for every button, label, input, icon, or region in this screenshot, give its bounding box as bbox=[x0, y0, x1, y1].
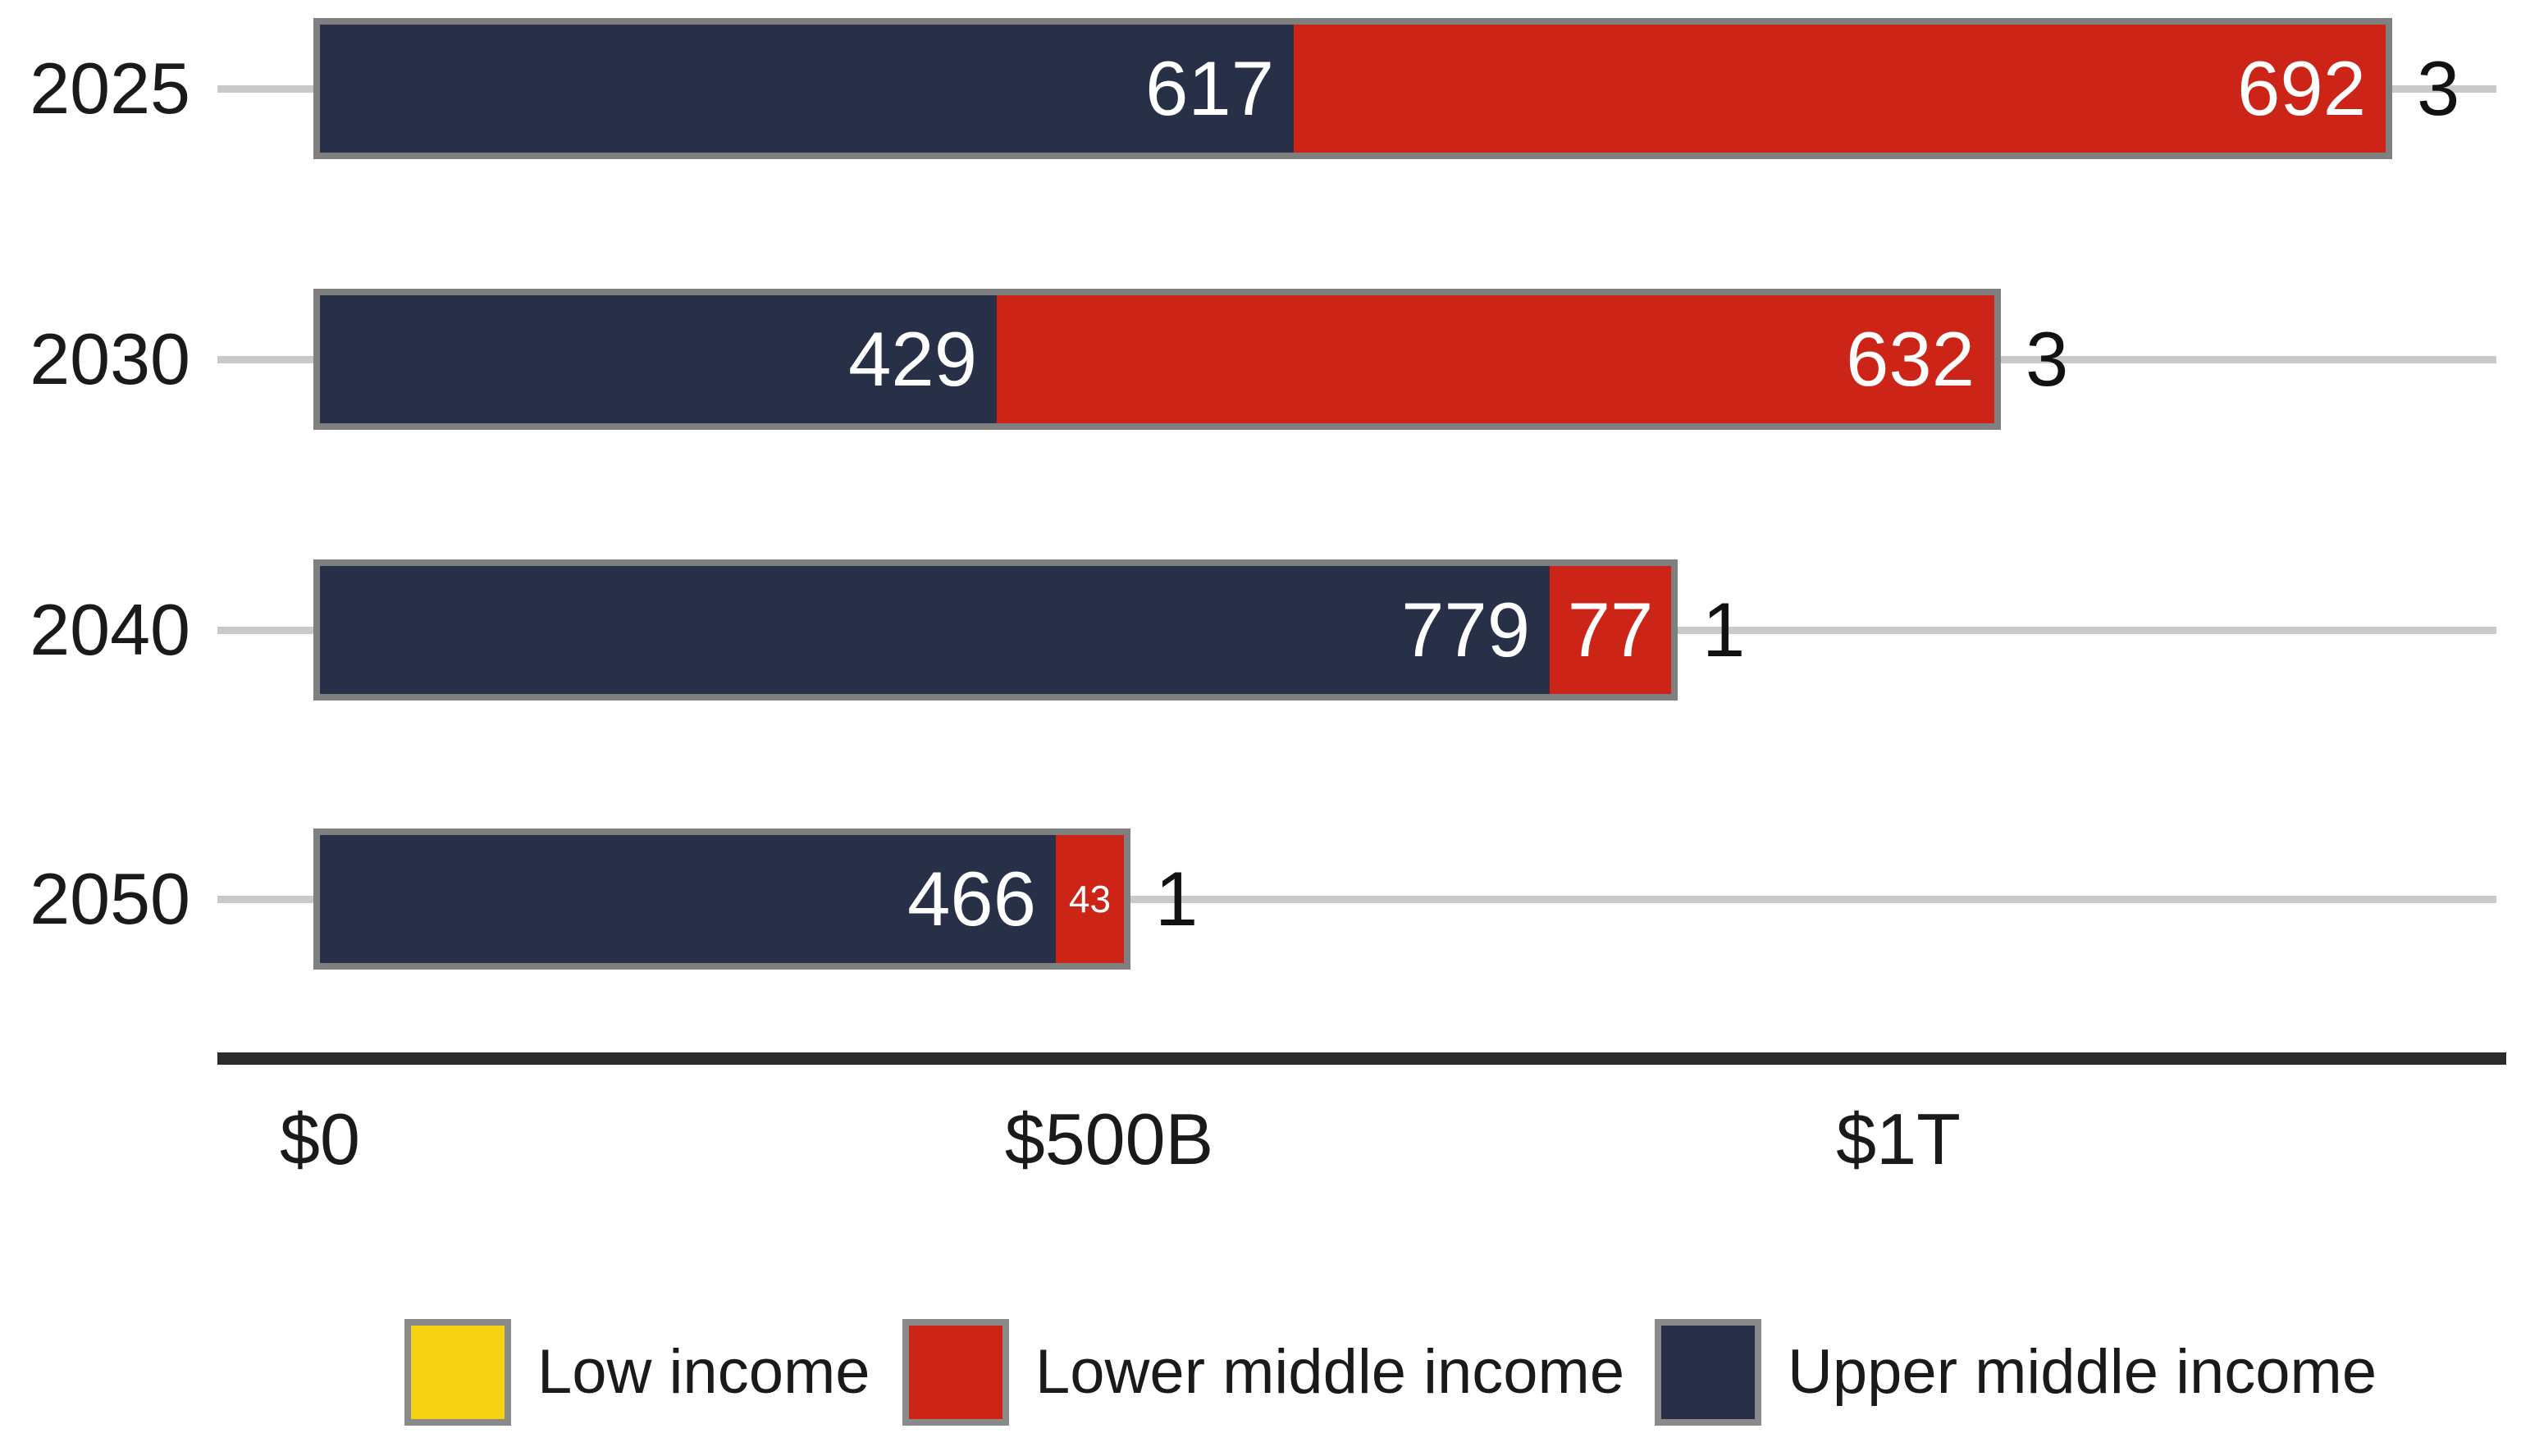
low-income-value-label: 1 bbox=[1155, 856, 1199, 942]
legend-label: Upper middle income bbox=[1788, 1337, 2377, 1407]
low-income-value-label: 1 bbox=[1702, 587, 1746, 673]
segment-value-label: 429 bbox=[848, 316, 977, 402]
legend-swatch-upper-middle-income bbox=[1655, 1319, 1761, 1426]
x-axis-tick-label: $0 bbox=[280, 1098, 360, 1180]
bar-row-2025: 2025 617 692 3 bbox=[0, 18, 2521, 159]
bar-segment-upper-middle-income: 779 bbox=[320, 566, 1550, 694]
year-label: 2040 bbox=[30, 589, 190, 670]
bar-2030: 429 632 bbox=[313, 289, 2001, 430]
bar-2025: 617 692 bbox=[313, 18, 2392, 159]
legend-label: Low income bbox=[537, 1337, 870, 1407]
low-income-value-label: 3 bbox=[2025, 316, 2069, 402]
legend-item-low-income: Low income bbox=[404, 1319, 870, 1426]
segment-value-label: 77 bbox=[1567, 587, 1654, 673]
segment-value-label: 466 bbox=[907, 856, 1036, 942]
legend-item-lower-middle-income: Lower middle income bbox=[902, 1319, 1624, 1426]
bar-segment-lower-middle-income: 692 bbox=[1294, 25, 2386, 153]
legend-label: Lower middle income bbox=[1035, 1337, 1625, 1407]
bar-segment-upper-middle-income: 617 bbox=[320, 25, 1294, 153]
legend-swatch-low-income bbox=[404, 1319, 511, 1426]
legend-swatch-lower-middle-income bbox=[902, 1319, 1009, 1426]
bar-segment-lower-middle-income: 77 bbox=[1550, 566, 1671, 694]
bar-row-2050: 2050 466 43 1 bbox=[0, 828, 2521, 970]
segment-value-label: 632 bbox=[1846, 316, 1975, 402]
bar-segment-lower-middle-income: 632 bbox=[997, 295, 1994, 423]
bar-row-2030: 2030 429 632 3 bbox=[0, 289, 2521, 430]
bar-segment-upper-middle-income: 429 bbox=[320, 295, 997, 423]
segment-value-label: 692 bbox=[2237, 45, 2366, 131]
segment-value-label: 617 bbox=[1145, 45, 1274, 131]
gridline bbox=[217, 896, 2496, 903]
year-label: 2025 bbox=[30, 48, 190, 129]
x-axis-tick-label: $1T bbox=[1836, 1098, 1961, 1180]
year-label: 2050 bbox=[30, 858, 190, 939]
segment-value-label: 43 bbox=[1068, 878, 1112, 920]
x-axis-line bbox=[217, 1052, 2506, 1065]
segment-value-label: 779 bbox=[1401, 587, 1530, 673]
bar-2050: 466 43 bbox=[313, 828, 1130, 970]
bar-segment-upper-middle-income: 466 bbox=[320, 835, 1056, 963]
legend-item-upper-middle-income: Upper middle income bbox=[1655, 1319, 2377, 1426]
x-axis-tick-label: $500B bbox=[1004, 1098, 1214, 1180]
bar-2040: 779 77 bbox=[313, 559, 1678, 701]
bar-row-2040: 2040 779 77 1 bbox=[0, 559, 2521, 701]
low-income-value-label: 3 bbox=[2417, 45, 2460, 131]
year-label: 2030 bbox=[30, 318, 190, 399]
bar-segment-lower-middle-income: 43 bbox=[1056, 835, 1124, 963]
